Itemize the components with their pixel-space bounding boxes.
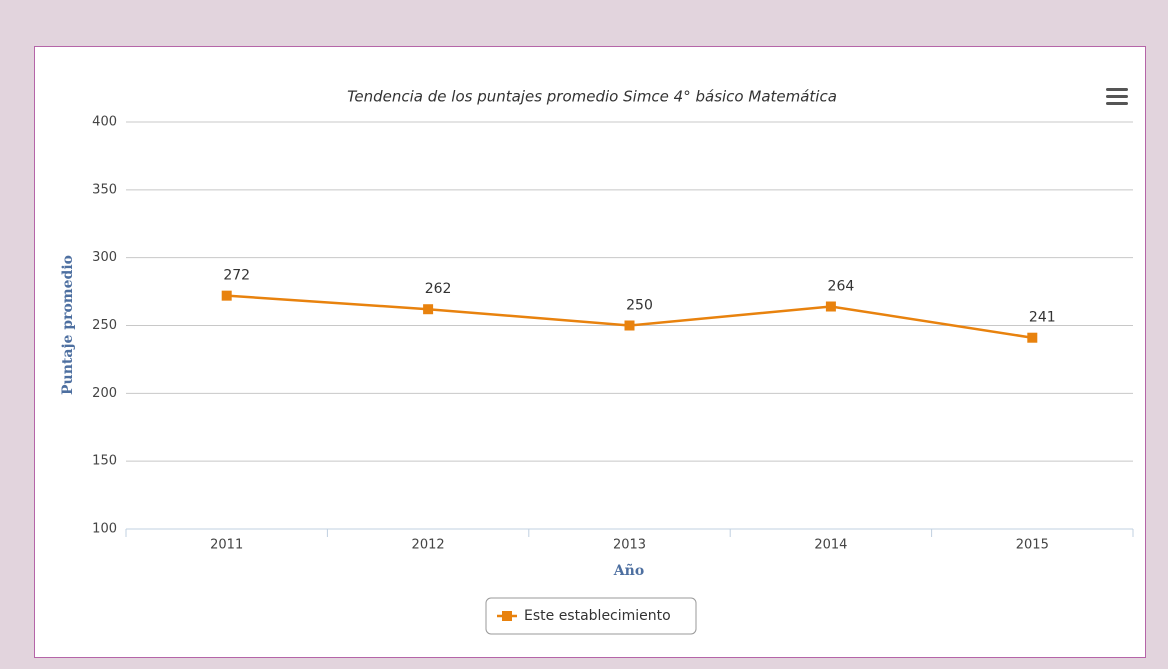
menu-bar[interactable]	[1106, 88, 1128, 91]
data-label: 250	[626, 298, 653, 314]
menu-icon[interactable]	[1106, 88, 1128, 105]
x-tick-label: 2012	[412, 538, 445, 553]
point	[624, 320, 635, 331]
data-label: 272	[223, 268, 250, 284]
x-axis-title: Año	[613, 562, 644, 579]
y-tick-label: 150	[92, 454, 117, 469]
menu-bar[interactable]	[1106, 102, 1128, 105]
x-tick-label: 2013	[613, 538, 646, 553]
data-label: 262	[425, 281, 452, 297]
legend-label: Este establecimiento	[524, 608, 671, 624]
legend-box[interactable]	[485, 597, 697, 635]
y-tick-label: 300	[92, 250, 117, 265]
y-tick-label: 250	[92, 318, 117, 333]
point	[1027, 332, 1038, 343]
menu-bar[interactable]	[1106, 95, 1128, 98]
data-label: 241	[1029, 310, 1056, 326]
point	[221, 290, 232, 301]
y-tick-label: 100	[92, 522, 117, 537]
x-tick-label: 2011	[210, 538, 243, 553]
y-tick-label: 200	[92, 386, 117, 401]
x-tick-label: 2015	[1016, 538, 1049, 553]
legend-marker	[502, 611, 512, 621]
chart-title: Tendencia de los puntajes promedio Simce…	[347, 88, 837, 106]
point	[423, 304, 434, 315]
panel	[34, 46, 1146, 658]
data-label: 264	[828, 279, 855, 295]
y-axis-title: Puntaje promedio	[60, 255, 76, 395]
y-tick-label: 350	[92, 182, 117, 197]
y-tick-label: 400	[92, 115, 117, 130]
point	[825, 301, 836, 312]
x-tick-label: 2014	[814, 538, 847, 553]
